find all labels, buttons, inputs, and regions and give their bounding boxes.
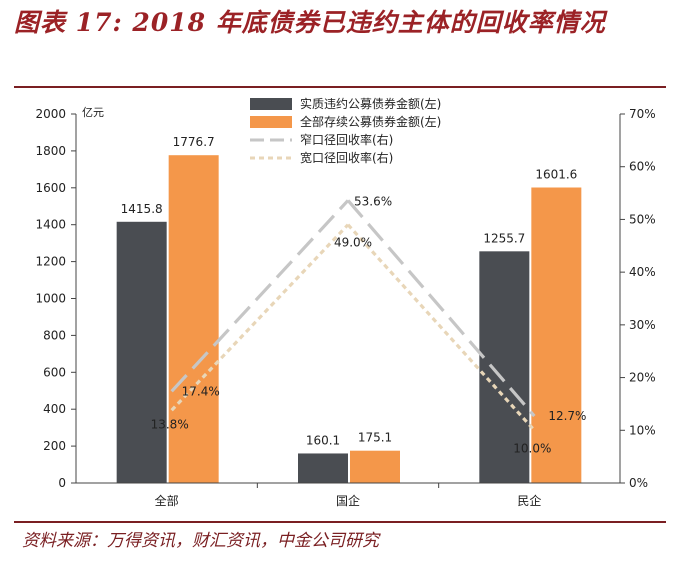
bar-value-label: 1776.7 [173,135,215,149]
line-value-label: 17.4% [182,384,220,398]
left-tick-label: 1400 [35,218,66,232]
source-rule [14,521,666,523]
broad-recovery-line [346,223,536,432]
right-axis: 0% 10% 20% 30% 40% 50% 60% 70% [619,107,656,490]
right-tick-label: 30% [629,318,656,332]
legend: 实质违约公募债券金额(左) 全部存续公募债券金额(左) 窄口径回收率(右) 宽口径回收… [250,96,441,165]
right-tick-label: 40% [629,265,656,279]
legend-label: 窄口径回收率(右) [300,132,393,147]
bar-value-label: 1415.8 [121,202,163,216]
category-axis: 全部 国企 民企 [76,482,620,508]
bar-value-label: 1255.7 [483,231,525,245]
right-tick-label: 70% [629,107,656,121]
left-tick-label: 1200 [35,255,66,269]
left-tick-label: 400 [43,402,66,416]
bar-value-label: 1601.6 [535,168,577,182]
broad-recovery-line [170,223,350,412]
left-tick-label: 600 [43,365,66,379]
bar-outstanding [168,155,219,483]
bars [116,155,582,483]
source-note: 资料来源：万得资讯，财汇资讯，中金公司研究 [22,531,379,551]
left-tick-label: 200 [43,439,66,453]
line-value-label: 10.0% [513,441,551,455]
bar-value-label: 160.1 [306,433,340,447]
title-rule [14,86,666,88]
right-tick-label: 60% [629,160,656,174]
left-tick-label: 800 [43,328,66,342]
line-value-label: 49.0% [334,236,372,250]
legend-label: 实质违约公募债券金额(左) [300,96,441,111]
left-tick-label: 1800 [35,144,66,158]
left-tick-label: 1600 [35,181,66,195]
right-tick-label: 0% [629,476,648,490]
legend-label: 宽口径回收率(右) [300,150,393,165]
legend-swatch [250,98,292,110]
left-tick-label: 1000 [35,292,66,306]
lines [170,199,536,432]
narrow-recovery-line [346,199,536,418]
right-tick-label: 10% [629,423,656,437]
line-value-label: 13.8% [151,417,189,431]
bar-defaulted [479,251,530,483]
category-label: 国企 [336,493,360,508]
data-labels: 1415.8 160.1 1255.7 1776.7 175.1 1601.6 17.4% 5… [121,135,587,455]
category-label: 全部 [155,493,179,508]
legend-swatch [250,116,292,128]
category-label: 民企 [517,493,541,508]
bar-outstanding [350,450,400,483]
bar-value-label: 175.1 [358,431,392,445]
left-tick-label: 0 [58,476,66,490]
line-value-label: 12.7% [548,409,586,423]
narrow-recovery-line [170,199,350,393]
left-axis-unit: 亿元 [82,106,104,119]
line-value-label: 53.6% [354,194,392,208]
bar-defaulted [298,453,348,483]
right-tick-label: 20% [629,371,656,385]
left-tick-label: 2000 [35,107,66,121]
left-axis: 0 200 400 600 800 1000 1200 1400 1600 1800 2000 亿元 [35,106,104,490]
right-tick-label: 50% [629,212,656,226]
bar-outstanding [531,187,582,483]
figure-title: 图表 17: 2018 年底债券已违约主体的回收率情况 [14,8,606,37]
bar-defaulted [116,221,167,483]
legend-label: 全部存续公募债券金额(左) [300,114,441,129]
